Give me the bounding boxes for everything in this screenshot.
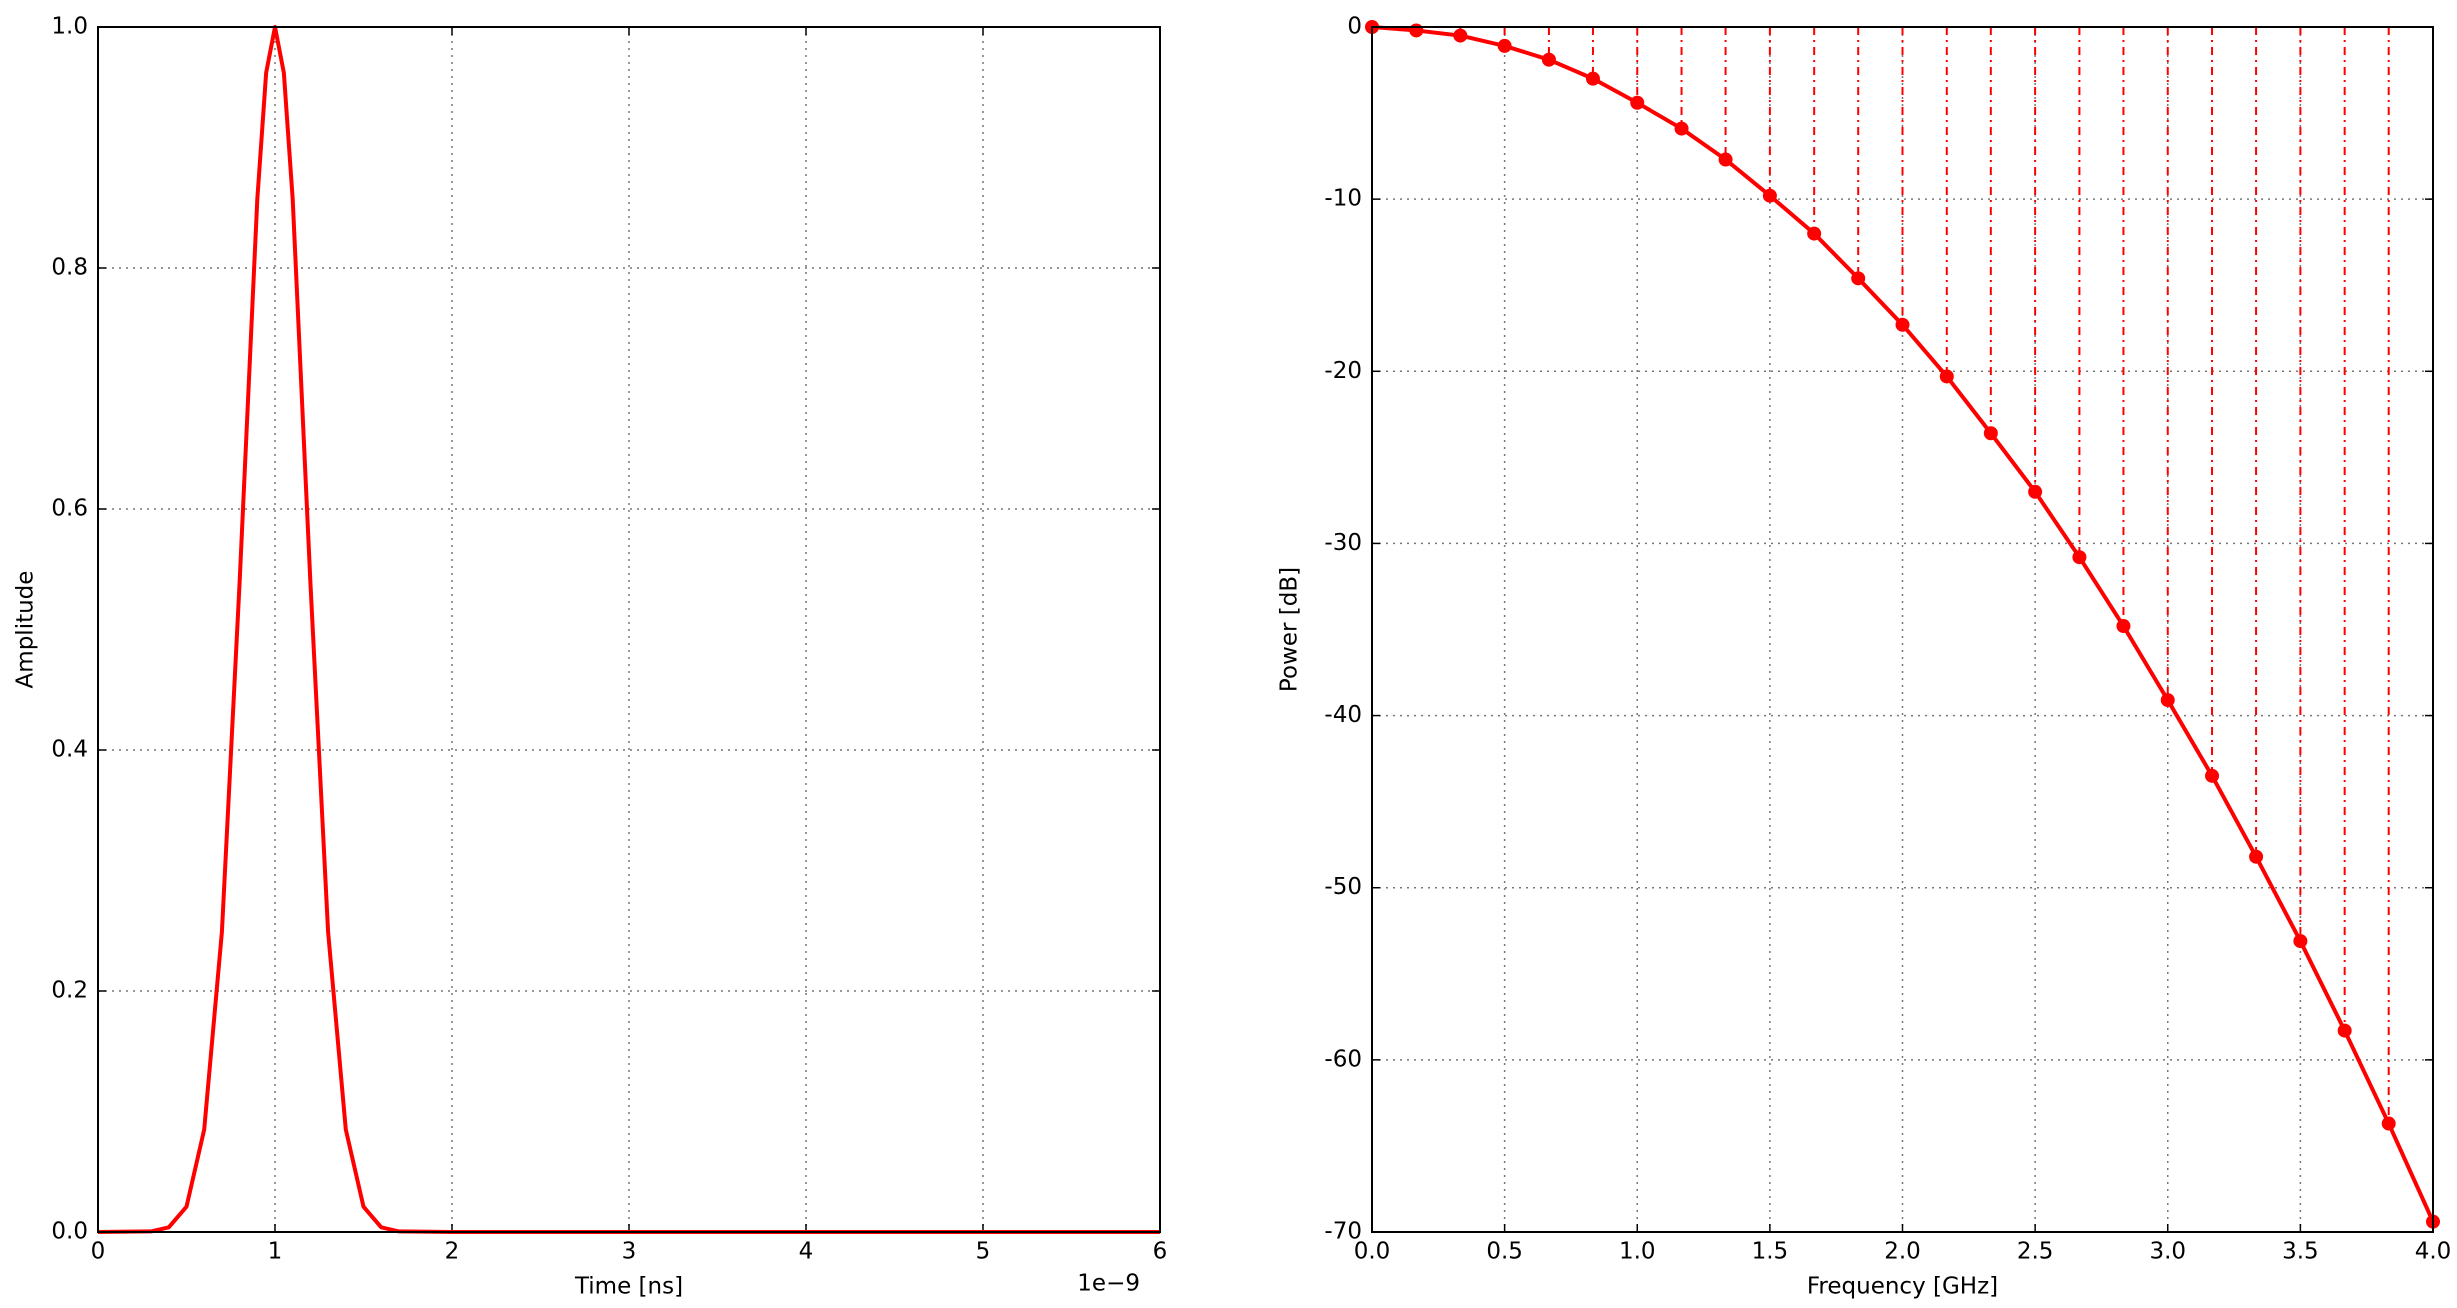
marker: [2116, 619, 2131, 634]
marker: [1585, 71, 1600, 86]
x-tick-label: 2: [445, 1239, 460, 1265]
y-tick-label: -70: [1324, 1219, 1362, 1245]
marker: [2205, 768, 2220, 783]
y-tick-label: -10: [1324, 186, 1362, 212]
marker: [2293, 934, 2308, 949]
marker: [1895, 317, 1910, 332]
y-tick-label: 0.4: [51, 737, 88, 763]
y-tick-label: -30: [1324, 530, 1362, 556]
marker: [1497, 38, 1512, 53]
y-tick-label: 1.0: [51, 14, 88, 40]
x-tick-label: 4.0: [2415, 1239, 2452, 1265]
marker: [2028, 484, 2043, 499]
marker: [1762, 188, 1777, 203]
x-tick-label: 1: [268, 1239, 283, 1265]
y-tick-label: -40: [1324, 702, 1362, 728]
x-tick-label: 6: [1153, 1239, 1168, 1265]
y-tick-label: -50: [1324, 874, 1362, 900]
marker: [1409, 23, 1424, 38]
marker: [1630, 95, 1645, 110]
y-tick-label: -20: [1324, 358, 1362, 384]
y-tick-label: -60: [1324, 1046, 1362, 1072]
x-tick-label: 2.5: [2017, 1239, 2054, 1265]
marker: [1674, 121, 1689, 136]
marker: [2072, 550, 2087, 565]
marker: [1807, 226, 1822, 241]
y-tick-label: 0: [1347, 14, 1362, 40]
axes-frame: [97, 26, 1161, 1233]
x-tick-label: 0.0: [1354, 1239, 1391, 1265]
marker: [2337, 1023, 2352, 1038]
x-tick-label: 1.5: [1752, 1239, 1789, 1265]
y-axis-label: Power [dB]: [1277, 567, 1303, 692]
x-axis-label: Time [ns]: [574, 1274, 683, 1300]
marker: [2381, 1116, 2396, 1131]
y-tick-label: 0.6: [51, 496, 88, 522]
x-tick-label: 1.0: [1619, 1239, 1656, 1265]
x-tick-label: 2.0: [1884, 1239, 1921, 1265]
x-tick-label: 3.5: [2282, 1239, 2319, 1265]
y-tick-label: 0.8: [51, 255, 88, 281]
marker: [1983, 426, 1998, 441]
marker: [1541, 52, 1556, 67]
x-offset-text: 1e−9: [1077, 1271, 1140, 1297]
y-axis-label: Amplitude: [13, 571, 39, 689]
x-tick-label: 4: [799, 1239, 814, 1265]
marker: [2160, 693, 2175, 708]
y-tick-label: 0.0: [51, 1219, 88, 1245]
x-tick-label: 3.0: [2149, 1239, 2186, 1265]
marker: [1851, 271, 1866, 286]
marker: [2249, 849, 2264, 864]
marker: [1718, 152, 1733, 167]
y-tick-label: 0.2: [51, 978, 88, 1004]
marker: [1939, 369, 1954, 384]
x-tick-label: 0.5: [1486, 1239, 1523, 1265]
axes-frame: [1371, 26, 2434, 1233]
x-tick-label: 5: [976, 1239, 991, 1265]
x-axis-label: Frequency [GHz]: [1807, 1274, 1998, 1300]
x-tick-label: 3: [622, 1239, 637, 1265]
marker: [1453, 28, 1468, 43]
x-tick-label: 0: [91, 1239, 106, 1265]
